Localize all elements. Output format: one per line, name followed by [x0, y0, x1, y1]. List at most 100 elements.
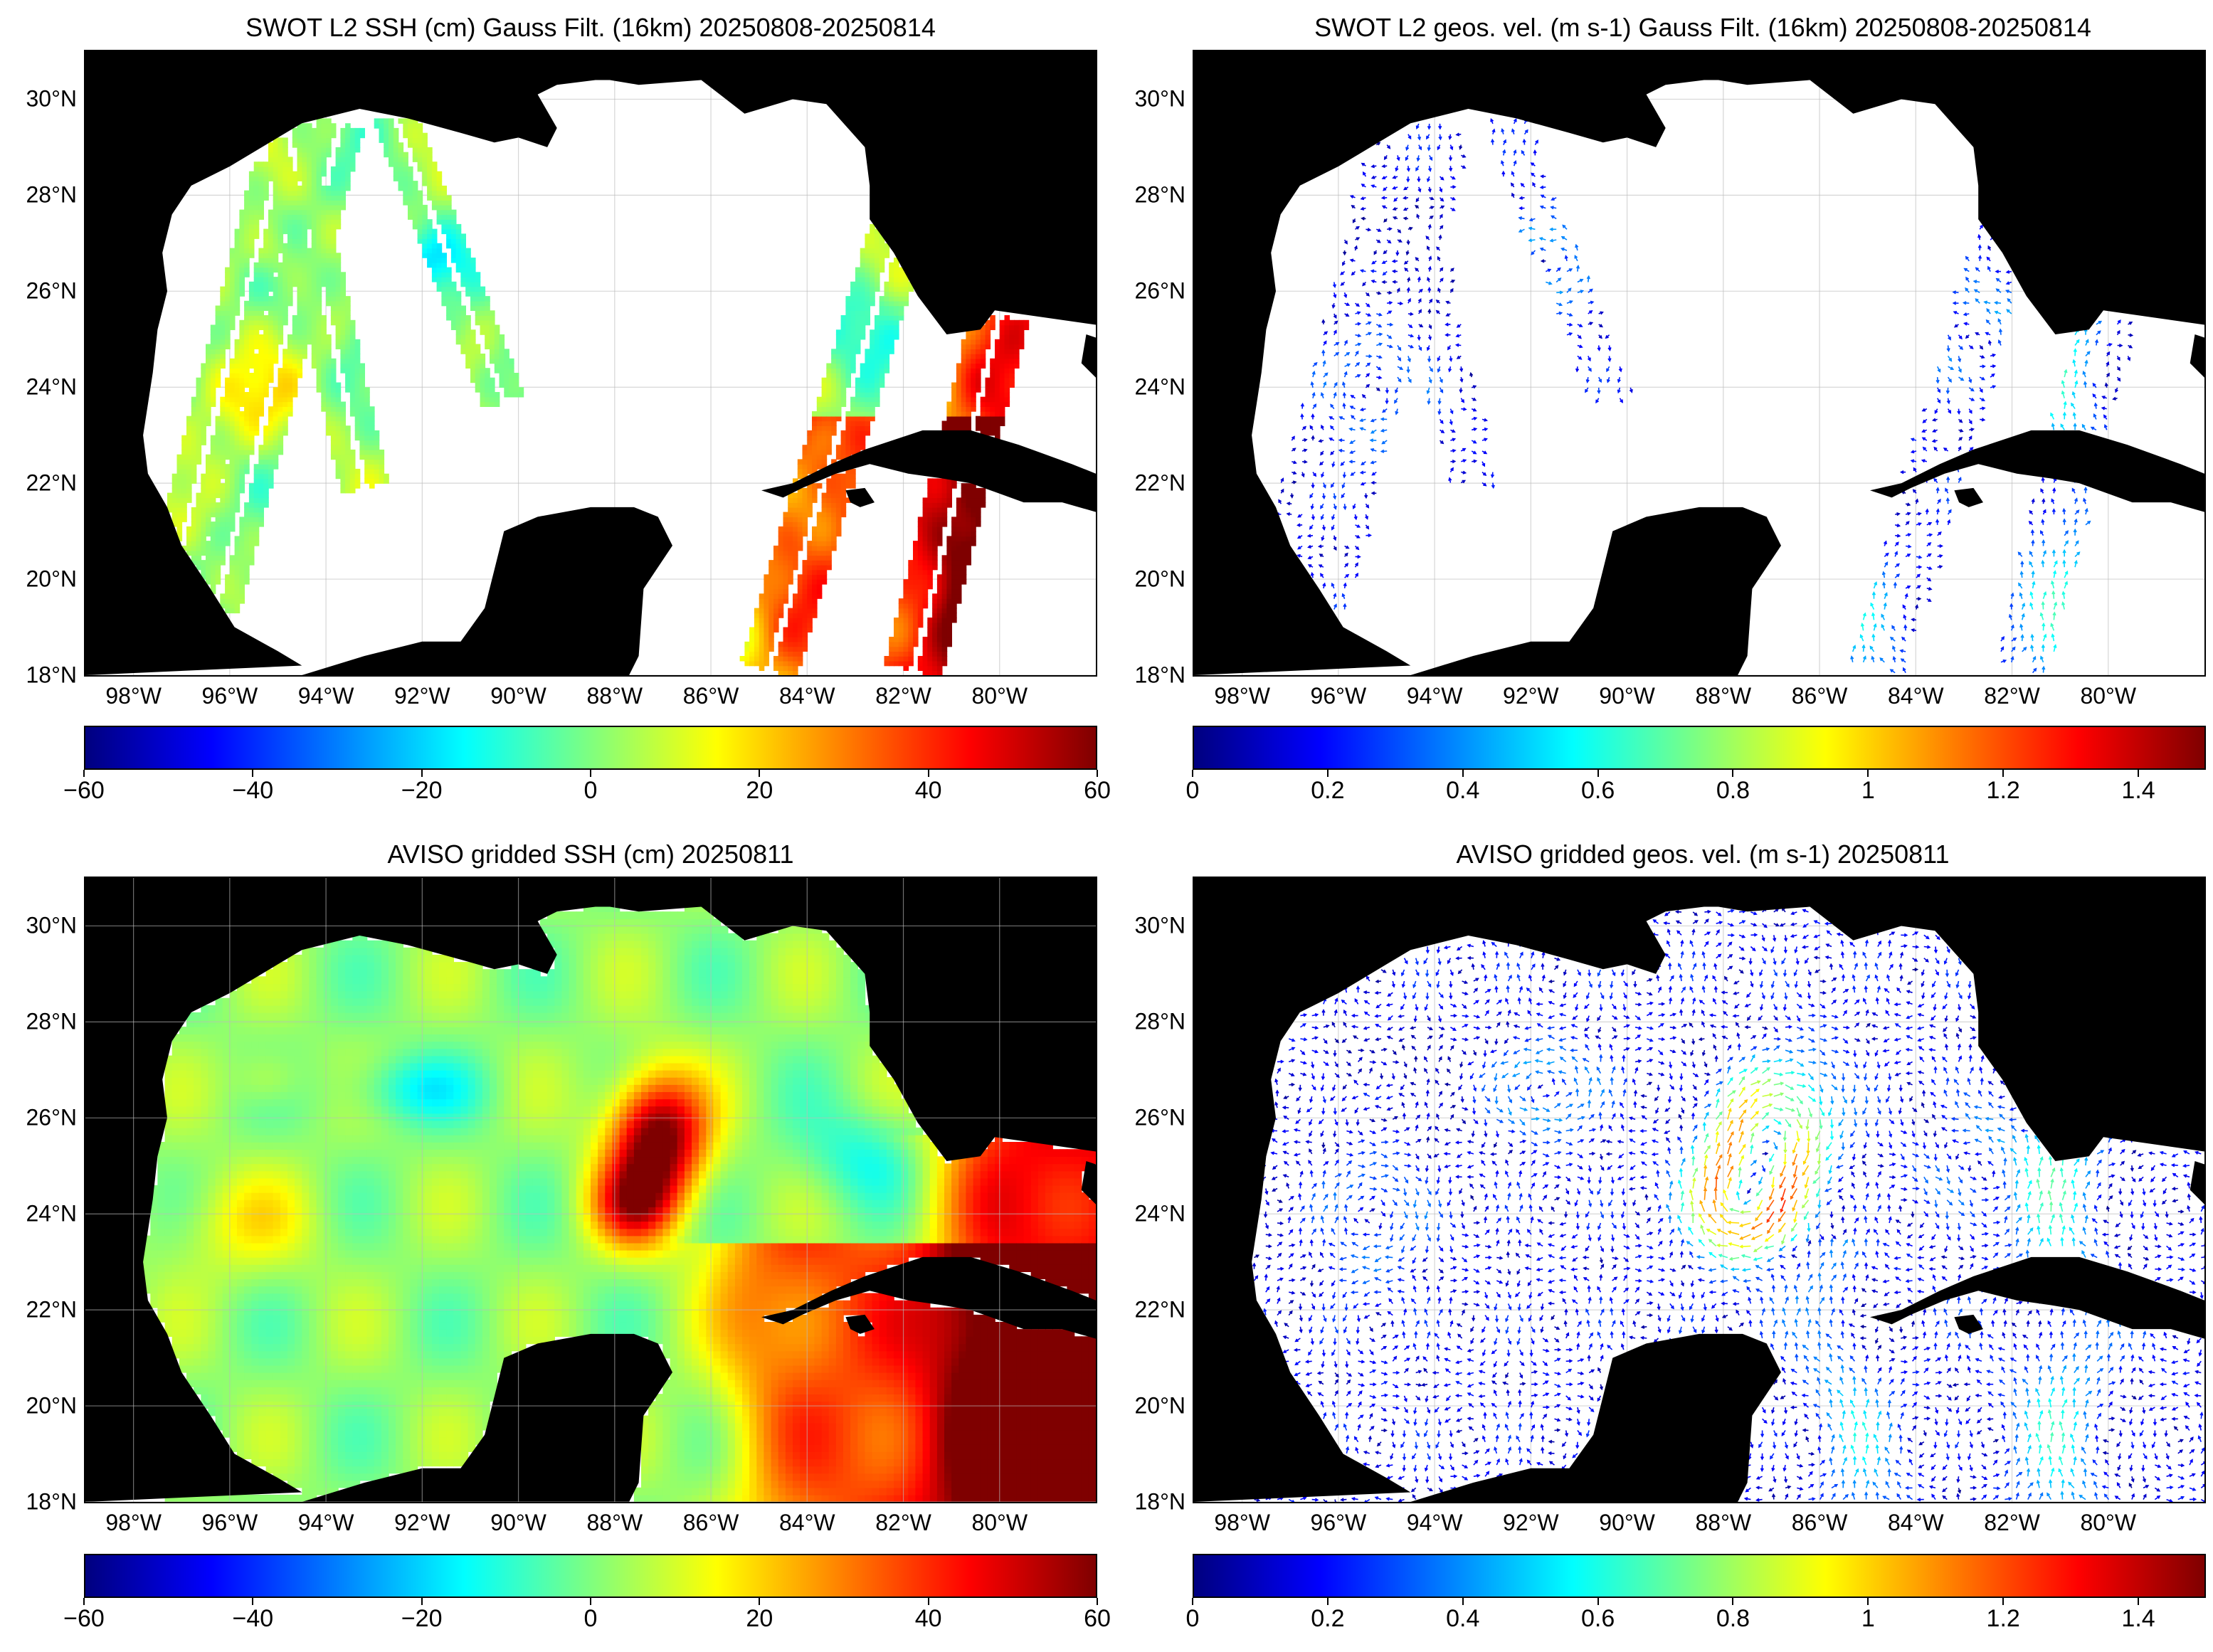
lat-tick-label: 18°N — [1135, 1489, 1186, 1515]
colorbar-tick-label: −20 — [401, 777, 443, 805]
lat-tick-label: 18°N — [26, 1489, 78, 1515]
colorbar-tick — [2002, 770, 2005, 777]
colorbar-tick — [590, 1598, 591, 1605]
land-isla — [845, 487, 875, 507]
lat-tick-label: 28°N — [26, 182, 78, 208]
land-mask — [85, 51, 1096, 675]
colorbar-tick-label: −60 — [63, 777, 105, 805]
lon-tick-label: 96°W — [202, 683, 258, 709]
lat-tick-label: 22°N — [26, 1297, 78, 1323]
land-north — [85, 878, 1096, 1502]
colorbar-tick-label: 20 — [746, 777, 773, 805]
colorbar-tick — [83, 770, 85, 777]
colorbar-tick — [1326, 1598, 1329, 1605]
land-cuba — [1870, 430, 2204, 512]
colorbar-tick-label: −20 — [401, 1605, 443, 1633]
land-andros — [1081, 334, 1096, 378]
lat-tick-label: 30°N — [1135, 86, 1186, 112]
colorbar-tick — [1462, 770, 1464, 777]
lat-tick-label: 20°N — [26, 1393, 78, 1419]
lat-tick-label: 26°N — [1135, 278, 1186, 305]
lat-tick-label: 24°N — [1135, 1201, 1186, 1227]
colorbar-tick-label: 0 — [584, 777, 598, 805]
lon-tick-label: 92°W — [1503, 1510, 1559, 1536]
panel-title: SWOT L2 SSH (cm) Gauss Filt. (16km) 2025… — [245, 13, 936, 43]
colorbar-tick-label: 60 — [1084, 777, 1111, 805]
colorbar-tick — [927, 1598, 929, 1605]
lon-tick-label: 90°W — [490, 683, 546, 709]
land-andros — [1081, 1161, 1096, 1204]
lon-tick-label: 90°W — [490, 1510, 546, 1536]
colorbar-tick — [1732, 770, 1734, 777]
graticule — [85, 878, 1096, 1502]
land-yucatan — [302, 507, 672, 675]
lon-tick-label: 90°W — [1599, 1510, 1655, 1536]
colorbar-tick — [252, 770, 254, 777]
colorbar-tick — [1597, 770, 1599, 777]
colorbar-tick-label: 0.2 — [1311, 777, 1344, 805]
lat-tick-label: 30°N — [26, 913, 78, 939]
colorbar-tick — [1192, 1598, 1193, 1605]
colorbar-tick-label: 1.2 — [1987, 777, 2020, 805]
colorbar-tick — [1597, 1598, 1599, 1605]
colorbar-tick — [1462, 1598, 1464, 1605]
colorbar-tick-label: 0.8 — [1716, 1605, 1750, 1633]
colorbar-tick — [759, 1598, 761, 1605]
lat-tick-label: 30°N — [1135, 913, 1186, 939]
land-andros — [2190, 334, 2204, 378]
lat-tick-label: 28°N — [26, 1009, 78, 1035]
lon-tick-label: 80°W — [971, 683, 1028, 709]
colorbar-tick-label: 0.4 — [1446, 1605, 1479, 1633]
lon-tick-label: 84°W — [1888, 1510, 1944, 1536]
colorbar-tick — [1326, 770, 1329, 777]
lon-tick-label: 98°W — [105, 1510, 162, 1536]
lon-tick-label: 90°W — [1599, 683, 1655, 709]
panel-title: SWOT L2 geos. vel. (m s-1) Gauss Filt. (… — [1314, 13, 2091, 43]
colorbar-tick — [252, 1598, 254, 1605]
lat-tick-label: 26°N — [26, 1105, 78, 1131]
colorbar-tick-label: 1.4 — [2121, 777, 2155, 805]
lat-tick-label: 20°N — [1135, 1393, 1186, 1419]
lon-tick-label: 80°W — [2080, 683, 2136, 709]
lon-tick-label: 88°W — [1696, 1510, 1752, 1536]
colorbar-tick — [2138, 1598, 2140, 1605]
map-swot-vel — [1193, 50, 2206, 677]
lat-tick-label: 18°N — [1135, 662, 1186, 689]
lon-tick-label: 88°W — [587, 1510, 643, 1536]
land-bahamas — [1081, 258, 1096, 268]
lon-tick-label: 94°W — [298, 683, 354, 709]
colorbar-tick — [2002, 1598, 2005, 1605]
colorbar-tick — [759, 770, 761, 777]
lon-tick-label: 96°W — [1311, 1510, 1367, 1536]
lon-tick-label: 80°W — [2080, 1510, 2136, 1536]
lon-tick-label: 98°W — [105, 683, 162, 709]
land-north — [85, 51, 1096, 675]
lon-tick-label: 86°W — [683, 683, 739, 709]
land-yucatan — [1410, 507, 1781, 675]
lat-tick-label: 22°N — [1135, 470, 1186, 497]
colorbar-vel — [1193, 1554, 2206, 1598]
lat-tick-label: 22°N — [1135, 1297, 1186, 1323]
colorbar-ssh — [84, 1554, 1097, 1598]
colorbar-tick-label: 1.4 — [2121, 1605, 2155, 1633]
colorbar-tick-label: 0 — [1186, 777, 1200, 805]
lon-tick-label: 84°W — [1888, 683, 1944, 709]
colorbar-tick — [421, 1598, 423, 1605]
lat-tick-label: 22°N — [26, 470, 78, 497]
lat-tick-label: 28°N — [1135, 182, 1186, 208]
colorbar-tick — [927, 770, 929, 777]
lon-tick-label: 94°W — [1407, 1510, 1463, 1536]
lon-tick-label: 98°W — [1214, 1510, 1270, 1536]
land-isla — [1954, 487, 1983, 507]
lon-tick-label: 82°W — [875, 683, 931, 709]
lon-tick-label: 84°W — [779, 683, 835, 709]
map-aviso-ssh — [84, 877, 1097, 1503]
colorbar-tick — [83, 1598, 85, 1605]
land-mask — [1194, 51, 2204, 675]
lon-tick-label: 86°W — [683, 1510, 739, 1536]
ssh-field — [167, 118, 1030, 675]
land-isla — [845, 1314, 875, 1334]
colorbar-tick-label: −60 — [63, 1605, 105, 1633]
colorbar-tick-label: 0 — [1186, 1605, 1200, 1633]
land-cuba — [1870, 1256, 2204, 1339]
